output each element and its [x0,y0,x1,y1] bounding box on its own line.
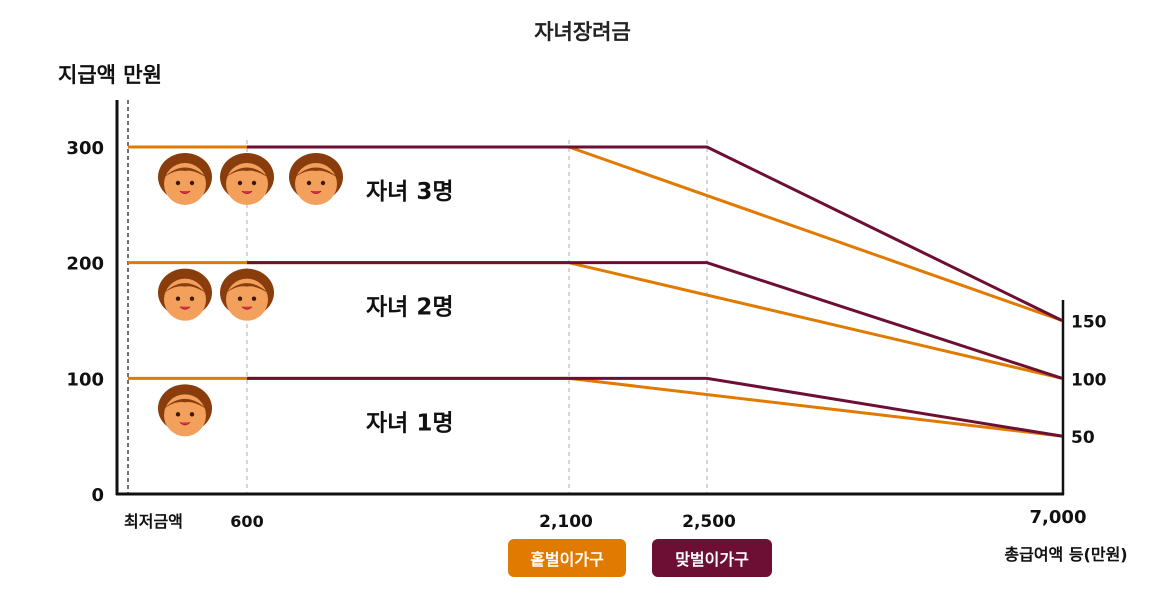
y-axis-title: 지급액 만원 [58,63,162,87]
y-tick-label: 200 [66,254,104,275]
group-label-2: 자녀 2명 [366,295,454,321]
group-label-1: 자녀 1명 [366,410,454,436]
child-face-icon [220,268,274,321]
child-face-icon [158,268,212,321]
y-tick-label: 100 [66,369,104,390]
group-label-3: 자녀 3명 [366,179,454,205]
child-face-icon [158,384,212,437]
child-face-icon [220,153,274,205]
right-tick-label: 150 [1071,313,1107,333]
chart-title: 자녀장려금 [534,20,631,44]
dual-earner-line-3 [247,145,1063,322]
y-tick-label: 0 [91,485,104,506]
x-tick-label: 7,000 [1030,507,1087,528]
y-tick-label: 300 [66,138,104,159]
child-face-icon [289,153,343,205]
x-tick-label: 최저금액 [124,512,183,531]
axes [115,100,1065,496]
series-lines [128,145,1063,438]
child-icons [158,153,343,437]
right-tick-label: 50 [1071,428,1095,448]
dual-earner-line-1 [247,376,1063,438]
x-tick-label: 600 [230,512,263,531]
legend-dual-earner: 맞벌이가구 [652,539,772,577]
single-earner-line-1 [128,376,1063,438]
x-tick-label: 2,500 [682,512,736,532]
x-axis-title: 총급여액 등(만원) [1004,545,1127,564]
dual-earner-line-2 [247,261,1063,380]
child-face-icon [158,153,212,205]
x-tick-label: 2,100 [539,512,593,532]
legend-single-earner: 홑벌이가구 [508,539,626,577]
right-tick-label: 100 [1071,370,1107,390]
